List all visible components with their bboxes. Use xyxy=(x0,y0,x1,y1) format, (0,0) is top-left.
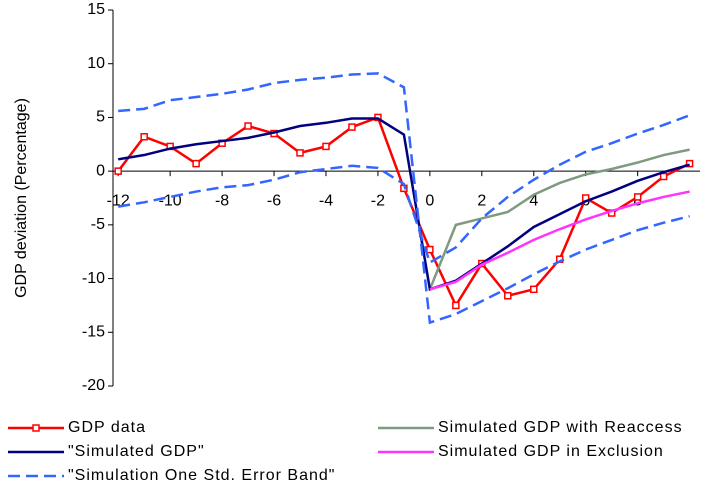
y-tick-label: 10 xyxy=(87,55,105,72)
legend-marker xyxy=(32,424,40,432)
data-point xyxy=(244,122,252,130)
legend-label: Simulated GDP with Reaccess xyxy=(438,419,683,436)
y-tick-label: -20 xyxy=(82,377,105,394)
data-point xyxy=(140,133,148,141)
y-tick-label: 15 xyxy=(87,1,105,18)
x-tick-label: 8 xyxy=(633,192,642,209)
x-tick-label: -4 xyxy=(319,192,333,209)
legend-label: "Simulation One Std. Error Band" xyxy=(68,467,335,484)
data-point xyxy=(452,301,460,310)
data-point xyxy=(348,123,356,131)
data-point xyxy=(659,172,668,181)
data-point xyxy=(296,149,304,157)
data-point xyxy=(685,159,694,168)
data-point xyxy=(192,159,200,168)
series-line xyxy=(118,72,690,325)
x-tick-label: 2 xyxy=(477,192,486,209)
data-point xyxy=(633,193,642,201)
series-line xyxy=(117,114,691,265)
x-tick-label: -2 xyxy=(371,192,385,209)
y-tick-label: 5 xyxy=(96,109,105,126)
y-tick-label: -5 xyxy=(91,216,105,233)
y-axis-label: GDP deviation (Percentage) xyxy=(13,98,30,298)
series-line xyxy=(117,115,691,309)
data-point xyxy=(114,167,122,175)
legend-label: Simulated GDP in Exclusion xyxy=(438,443,664,460)
data-point xyxy=(530,285,538,294)
data-point xyxy=(426,245,434,254)
series-line xyxy=(428,148,690,290)
data-point xyxy=(322,142,330,151)
data-point xyxy=(504,292,512,300)
series-line xyxy=(117,117,690,291)
x-tick-label: -6 xyxy=(267,192,281,209)
x-tick-label: 4 xyxy=(529,192,538,209)
series-line xyxy=(429,190,690,291)
x-tick-label: 0 xyxy=(425,192,434,209)
legend-label: "Simulated GDP" xyxy=(68,443,205,460)
y-tick-label: 0 xyxy=(96,162,105,179)
legend-label: GDP data xyxy=(68,419,146,436)
y-tick-label: -15 xyxy=(82,324,105,341)
x-tick-label: -8 xyxy=(215,192,229,209)
y-tick-label: -10 xyxy=(82,270,105,287)
